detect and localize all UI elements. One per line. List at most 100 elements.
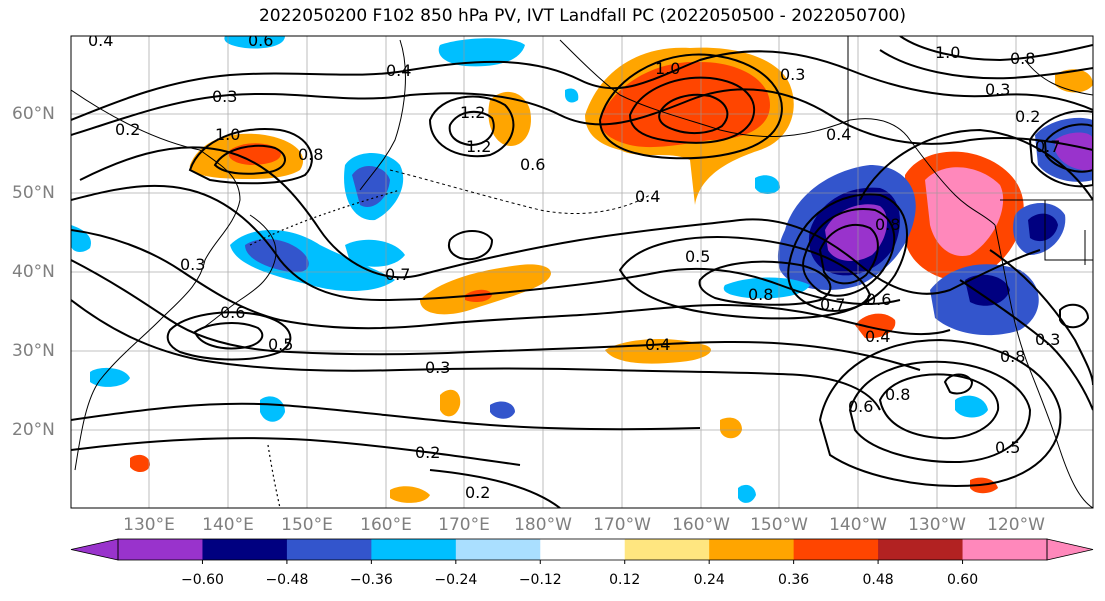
lon-label-140w: 140°W bbox=[829, 515, 887, 535]
contour-label: 0.8 bbox=[875, 215, 900, 234]
colorbar-tick-label: −0.36 bbox=[349, 572, 393, 588]
anomaly-blue-small-4 bbox=[955, 395, 988, 418]
pv-contours-dashed bbox=[249, 189, 401, 508]
contour-closed-japan-sea-inner bbox=[193, 322, 264, 350]
colorbar-swatch bbox=[878, 539, 964, 560]
plot-frame bbox=[70, 35, 1094, 509]
colorbar bbox=[70, 538, 1094, 564]
anomaly-orange-hawaii bbox=[855, 313, 896, 339]
coast-alaska-panhandle bbox=[909, 139, 996, 226]
coast-aleutian bbox=[389, 169, 651, 214]
contour-gulf-alaska-ring-2 bbox=[802, 208, 896, 297]
contour-hudson-ring-2 bbox=[1043, 123, 1093, 173]
lon-label-140e: 140°E bbox=[202, 515, 254, 535]
colorbar-tick-label: 0.60 bbox=[946, 572, 979, 588]
lat-label-40: 40°N bbox=[12, 262, 55, 282]
contour-label: 0.6 bbox=[866, 290, 891, 309]
contour-label: 0.8 bbox=[748, 285, 773, 304]
contour-label: 0.4 bbox=[635, 187, 660, 206]
contour-label: 1.2 bbox=[466, 137, 491, 156]
contour-alaska-closed-2 bbox=[628, 76, 755, 144]
contour-subtrop-high-east-2 bbox=[848, 360, 1032, 464]
lon-label-150e: 150°E bbox=[281, 515, 333, 535]
colorbar-tick-label: −0.12 bbox=[518, 572, 562, 588]
lon-label-180w: 180°W bbox=[514, 515, 572, 535]
anomaly-pink-nw-coast bbox=[925, 167, 1004, 256]
colorbar-swatch bbox=[709, 539, 795, 560]
lon-label-160w: 160°W bbox=[672, 515, 730, 535]
colorbar-swatch bbox=[540, 539, 626, 560]
contour-closed-japan-sea bbox=[166, 311, 292, 361]
contour-east-pac-3 bbox=[989, 249, 1093, 386]
contour-nw-top bbox=[899, 36, 1093, 62]
contour-subtrop-high-east-3 bbox=[878, 373, 1000, 440]
lat-label-20: 20°N bbox=[12, 420, 55, 440]
contour-subtrop-high-east-core bbox=[943, 373, 974, 395]
lat-label-30: 30°N bbox=[12, 341, 55, 361]
anomaly-blue-small-6 bbox=[738, 484, 756, 503]
coastlines bbox=[71, 36, 1093, 508]
contour-label: 0.6 bbox=[248, 31, 273, 50]
contour-east-pac-2 bbox=[959, 279, 1093, 411]
contour-label: 0.3 bbox=[1035, 330, 1060, 349]
colorbar-extend-left bbox=[70, 538, 119, 561]
contour-label: 0.7 bbox=[1035, 137, 1060, 156]
contour-label: 0.6 bbox=[520, 155, 545, 174]
colorbar-tick-label: 0.24 bbox=[693, 572, 725, 588]
colorbar-swatch bbox=[455, 539, 541, 560]
colorbar-tick-label: 0.36 bbox=[778, 572, 810, 588]
colorbar-tick-label: −0.60 bbox=[181, 572, 224, 588]
colorbar-extend-right bbox=[1046, 538, 1094, 561]
lat-label-50: 50°N bbox=[12, 183, 55, 203]
colorbar-swatch bbox=[962, 539, 1048, 560]
contour-closed-bering-inner bbox=[448, 110, 495, 147]
anomaly-blue-topleft2 bbox=[224, 36, 285, 49]
contour-label: 0.4 bbox=[865, 327, 890, 346]
coast-japan bbox=[199, 214, 277, 331]
lon-label-160e: 160°E bbox=[360, 515, 412, 535]
colorbar-frame bbox=[117, 538, 1048, 561]
contour-alaska-closed-3 bbox=[658, 93, 729, 135]
lon-label-130e: 130°E bbox=[123, 515, 175, 535]
contour-label: 0.3 bbox=[212, 87, 237, 106]
anomaly-orange-small-1 bbox=[440, 389, 461, 417]
colorbar-swatch bbox=[118, 539, 203, 560]
anomaly-orange-small-3 bbox=[390, 486, 430, 503]
border-box-1 bbox=[1044, 200, 1093, 261]
colorbar-swatch bbox=[371, 539, 457, 560]
contour-subtrop-high-east bbox=[818, 338, 1062, 487]
pv-contours bbox=[71, 36, 1093, 508]
contour-label: 0.6 bbox=[848, 397, 873, 416]
lon-label-120w: 120°W bbox=[987, 515, 1045, 535]
map-title: 2022050200 F102 850 hPa PV, IVT Landfall… bbox=[258, 6, 906, 26]
contour-nw-top-2 bbox=[879, 49, 1093, 80]
contour-label: 0.4 bbox=[88, 31, 113, 50]
colorbar-tick-label: 0.12 bbox=[609, 572, 641, 588]
anomaly-navy-nw-us bbox=[965, 274, 1010, 306]
contour-gulf-alaska-ring-1 bbox=[787, 193, 908, 312]
contour-label: 0.8 bbox=[298, 145, 323, 164]
contour-label: 0.8 bbox=[1000, 347, 1025, 366]
contour-closed-okhotsk-inner bbox=[213, 144, 286, 175]
coast-kamchatka bbox=[359, 39, 406, 191]
contour-label: 1.0 bbox=[215, 125, 240, 144]
lon-label-130w: 130°W bbox=[908, 515, 966, 535]
contour-w-small-1 bbox=[1059, 303, 1090, 329]
contour-closed-midpac bbox=[447, 230, 494, 260]
anomaly-orange-small-5 bbox=[720, 417, 742, 439]
colorbar-tick-label: −0.48 bbox=[265, 572, 309, 588]
contour-closed-gulf-alaska bbox=[618, 236, 872, 320]
anomaly-navyblue-kuril bbox=[352, 165, 390, 208]
lon-label-170e: 170°E bbox=[438, 515, 490, 535]
contour-label: 0.6 bbox=[220, 303, 245, 322]
contour-label: 0.8 bbox=[885, 385, 910, 404]
contour-label: 0.7 bbox=[820, 295, 845, 314]
contour-label: 1.2 bbox=[460, 103, 485, 122]
anomaly-purple-hudson bbox=[1055, 132, 1093, 171]
colorbar-swatch bbox=[624, 539, 710, 560]
contour-closed-bering bbox=[428, 95, 515, 158]
contour-label: 0.4 bbox=[645, 335, 670, 354]
contour-label-group: 0.4 0.6 0.2 0.3 0.4 1.0 1.2 0.8 1.0 0.8 … bbox=[88, 31, 1060, 502]
colorbar-tick-label: −0.24 bbox=[434, 572, 478, 588]
